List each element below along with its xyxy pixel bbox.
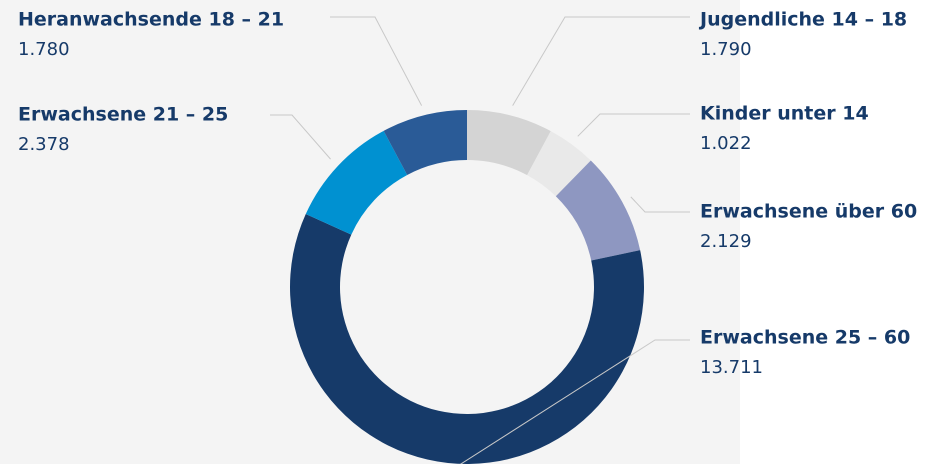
donut-slice (555, 160, 641, 261)
leader-line (577, 113, 690, 137)
slice-value: 1.022 (700, 133, 752, 154)
slice-label: Erwachsene 25 – 60 (700, 327, 910, 349)
donut-slice (383, 110, 467, 175)
slice-value: 13.711 (700, 357, 763, 378)
donut-slice (527, 131, 591, 197)
leader-line (630, 196, 690, 213)
slice-label: Erwachsene über 60 (700, 201, 917, 223)
slice-value: 1.780 (18, 39, 70, 60)
slice-value: 1.790 (700, 39, 752, 60)
donut-slice (305, 130, 408, 235)
leader-line (459, 339, 690, 464)
donut-slice (467, 110, 551, 176)
donut-slice (290, 213, 645, 464)
leader-line (270, 114, 331, 160)
slice-value: 2.129 (700, 231, 752, 252)
slice-label: Kinder unter 14 (700, 103, 869, 125)
leader-line (330, 16, 423, 106)
slice-label: Jugendliche 14 – 18 (698, 9, 907, 31)
slice-value: 2.378 (18, 134, 70, 155)
slice-label: Heranwachsende 18 – 21 (18, 9, 284, 31)
slice-label: Erwachsene 21 – 25 (18, 104, 228, 126)
leader-line (512, 16, 690, 106)
